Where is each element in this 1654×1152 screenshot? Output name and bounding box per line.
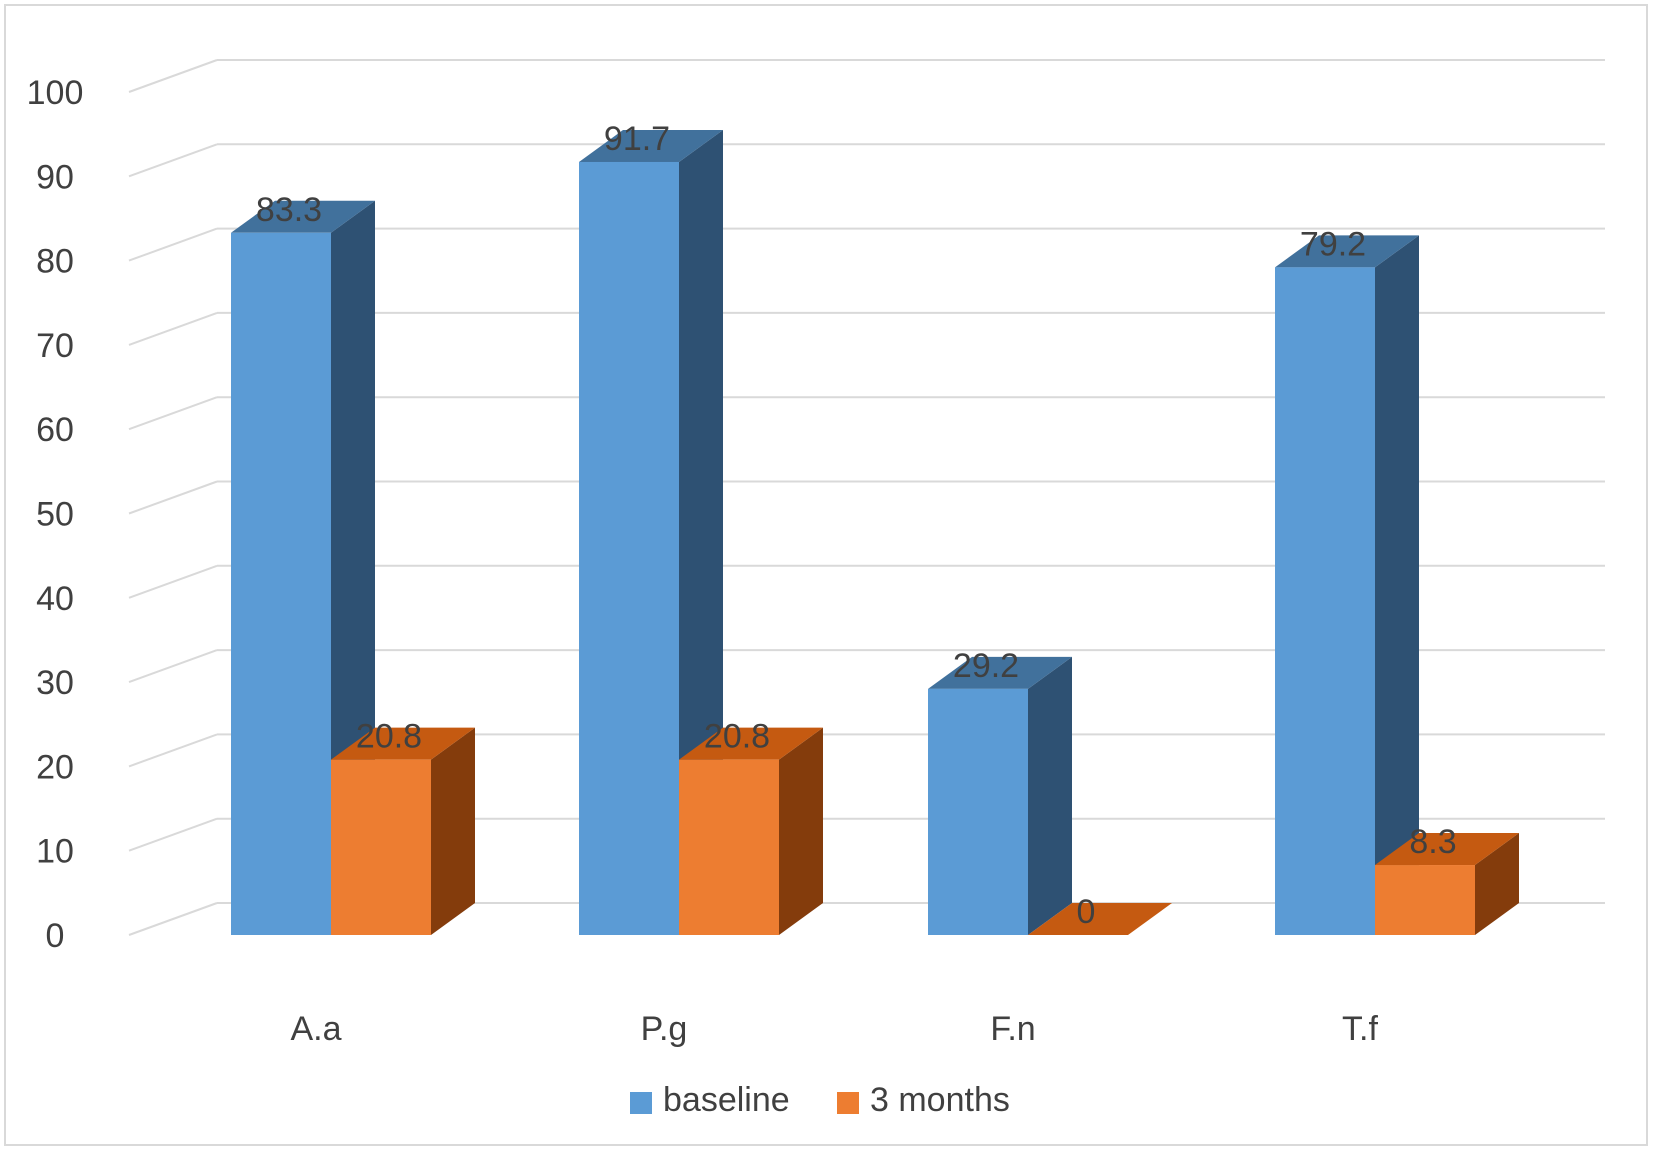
- data-label: 79.2: [1300, 225, 1366, 263]
- x-tick-label: T.f: [1342, 1010, 1378, 1048]
- bar-side: [779, 727, 823, 935]
- data-label: 20.8: [356, 718, 422, 756]
- legend-swatch: [837, 1092, 859, 1114]
- gridline-side: [128, 311, 218, 346]
- x-axis: A.a P.g F.n T.f: [290, 1010, 1378, 1048]
- bar-side: [431, 727, 475, 935]
- bar: [231, 200, 375, 935]
- bar: [1275, 235, 1419, 935]
- bar-side: [1475, 833, 1519, 935]
- legend-label: baseline: [663, 1081, 790, 1119]
- bar-top: [579, 129, 723, 162]
- y-tick-label: 40: [36, 580, 74, 618]
- bar-side: [1028, 656, 1072, 935]
- x-tick-label: F.n: [990, 1010, 1035, 1048]
- data-label: 29.2: [953, 647, 1019, 685]
- bar-side: [679, 129, 723, 935]
- bar-top: [231, 200, 375, 233]
- y-tick-label: 10: [36, 833, 74, 871]
- x-tick-label: P.g: [641, 1010, 688, 1048]
- y-tick-label: 70: [36, 327, 74, 365]
- gridline-side: [128, 396, 218, 431]
- y-tick-label: 50: [36, 496, 74, 534]
- bar: [1028, 903, 1172, 935]
- y-tick-label: 100: [27, 74, 84, 112]
- gridline-side: [128, 817, 218, 852]
- legend-item: baseline: [630, 1081, 790, 1119]
- gridline-side: [128, 902, 218, 936]
- bar: [1375, 833, 1519, 935]
- data-label: 8.3: [1409, 823, 1456, 861]
- gridline-side: [128, 649, 218, 684]
- gridline-side: [128, 733, 218, 768]
- bar-front: [679, 759, 779, 935]
- bars: [231, 129, 1519, 935]
- bar-side: [1375, 235, 1419, 935]
- y-tick-label: 20: [36, 748, 74, 786]
- y-tick-label: 90: [36, 158, 74, 196]
- bar-top: [679, 727, 823, 760]
- data-labels: 83.3 20.8 91.7 20.8 29.2 0 79.2 8.3: [256, 120, 1457, 931]
- bar-top: [1375, 833, 1519, 866]
- bar-front: [1275, 267, 1375, 935]
- bar: [679, 727, 823, 935]
- data-label: 20.8: [704, 718, 770, 756]
- data-label: 83.3: [256, 191, 322, 229]
- gridline-side: [128, 227, 218, 262]
- gridline-side: [128, 143, 218, 178]
- bar: [928, 656, 1072, 935]
- x-tick-label: A.a: [290, 1010, 341, 1048]
- y-axis: 0 10 20 30 40 50 60 70 80 90 100: [27, 74, 84, 955]
- bar-front: [331, 759, 431, 935]
- bar-top: [1028, 903, 1172, 935]
- bar-front: [231, 232, 331, 935]
- bar-front: [579, 161, 679, 935]
- y-tick-label: 60: [36, 411, 74, 449]
- bar-front: [1375, 865, 1475, 935]
- bar-front: [928, 688, 1028, 935]
- legend-item: 3 months: [837, 1081, 1010, 1119]
- bar: [579, 129, 723, 935]
- bar: [331, 727, 475, 935]
- y-tick-label: 30: [36, 664, 74, 702]
- bar-top: [1275, 235, 1419, 268]
- data-label: 0: [1077, 893, 1096, 931]
- data-label: 91.7: [604, 120, 670, 158]
- bar-top: [331, 727, 475, 760]
- y-tick-label: 0: [46, 917, 65, 955]
- gridline-side: [128, 480, 218, 515]
- bar-top: [928, 656, 1072, 689]
- y-tick-label: 80: [36, 243, 74, 281]
- legend-label: 3 months: [870, 1081, 1010, 1119]
- legend-swatch: [630, 1092, 652, 1114]
- gridline-side: [128, 564, 218, 599]
- gridline-side: [128, 59, 218, 93]
- legend: baseline 3 months: [630, 1081, 1010, 1119]
